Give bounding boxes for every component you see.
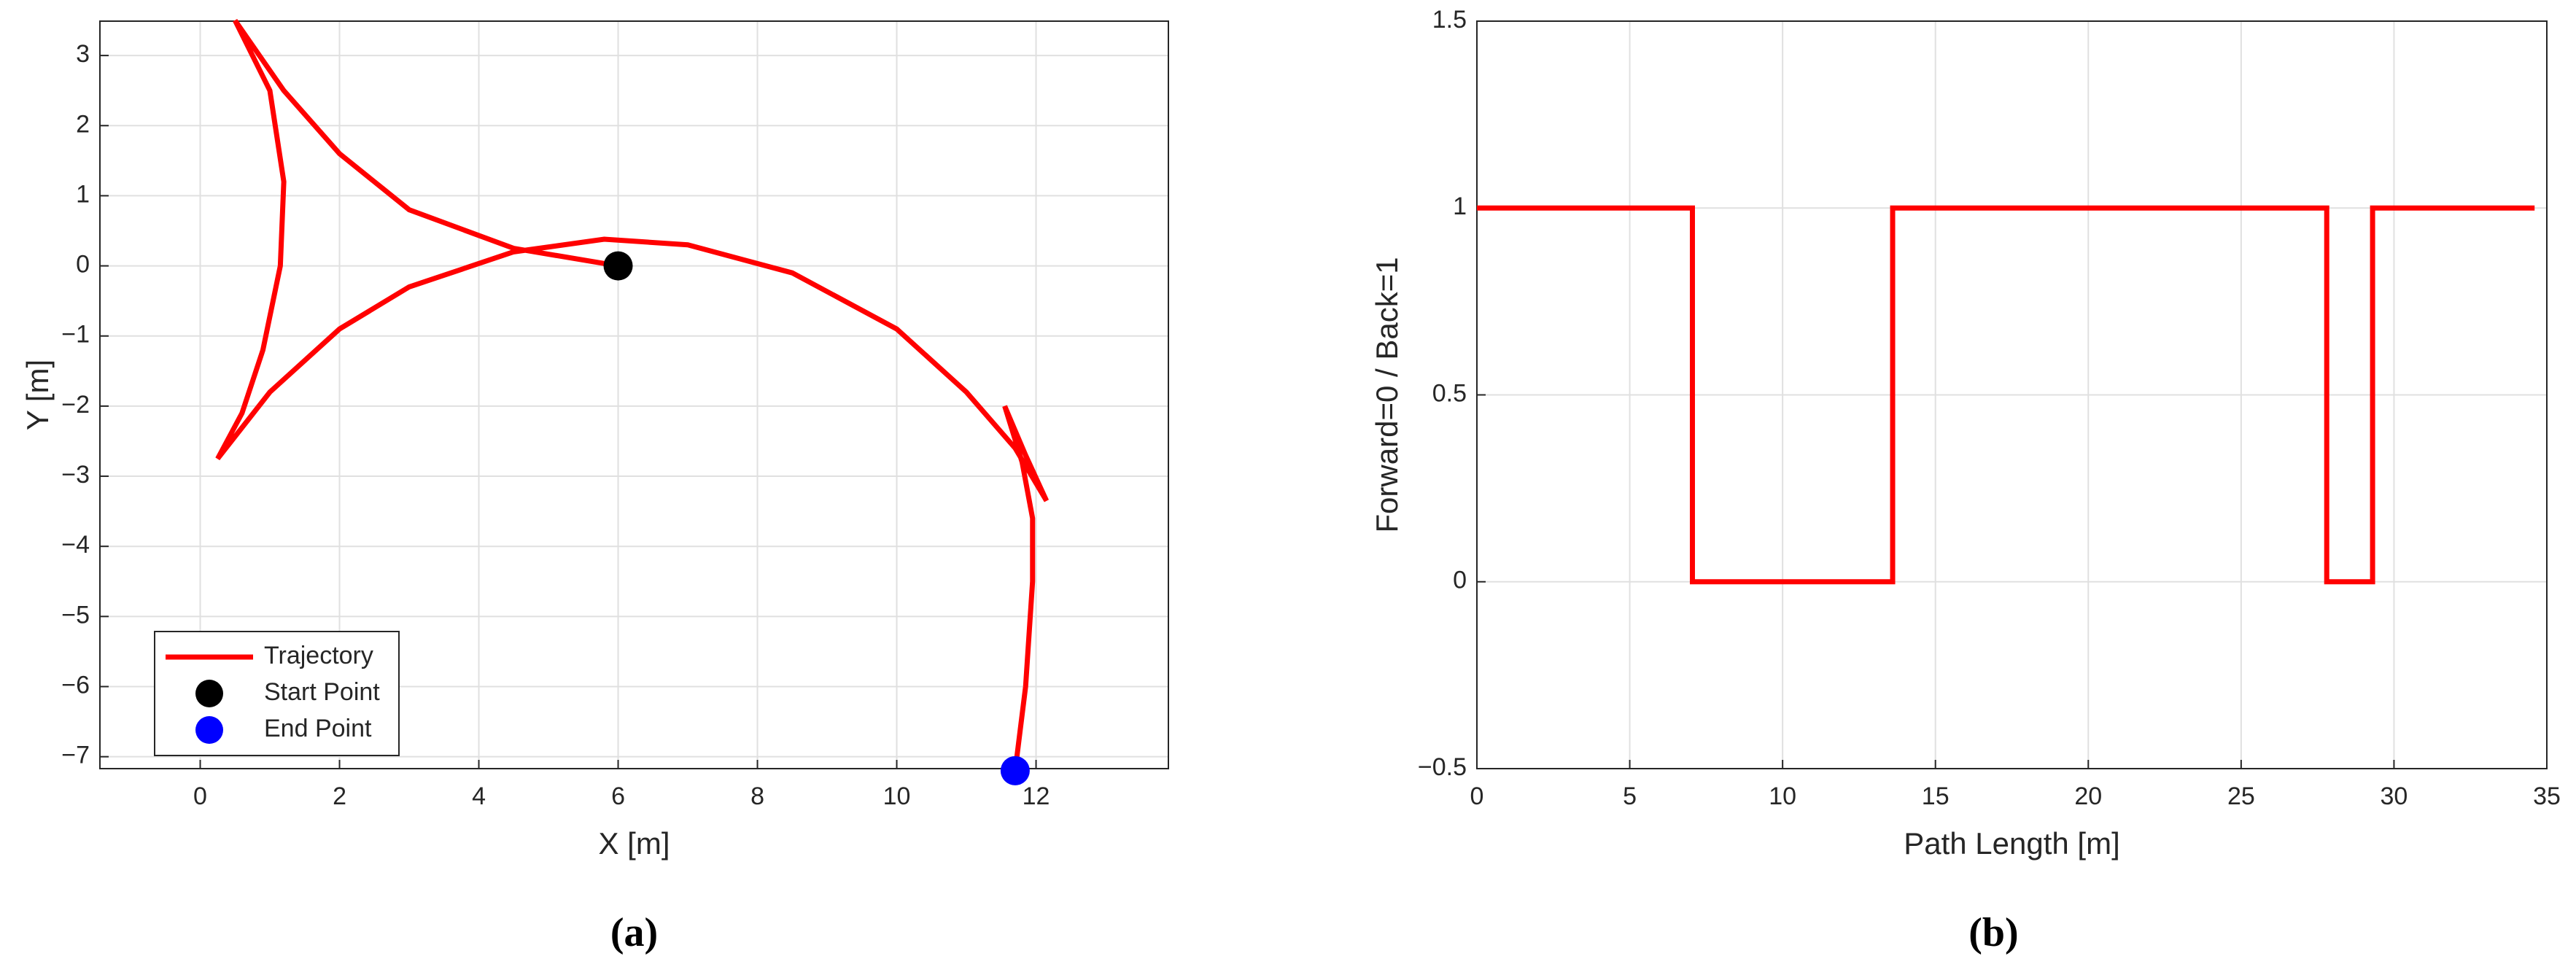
x-axis-label: Path Length [m] (1904, 826, 2120, 861)
x-tick-label: 20 (2074, 782, 2102, 810)
x-axis-label: X [m] (598, 826, 670, 861)
x-tick-label: 30 (2381, 782, 2408, 810)
caption: (b) (1968, 910, 2018, 955)
axes-box (1476, 20, 2548, 769)
x-tick-label: 6 (611, 782, 625, 810)
y-tick-label: 0 (1453, 567, 1467, 594)
x-tick-label: 0 (193, 782, 207, 810)
y-tick-label: −1 (61, 321, 90, 349)
y-tick-label: −4 (61, 531, 90, 559)
y-axis-label: Forward=0 / Back=1 (1370, 257, 1404, 532)
x-tick-label: 0 (1470, 782, 1484, 810)
x-tick-label: 35 (2533, 782, 2561, 810)
legend-label: Start Point (264, 678, 380, 706)
x-tick-label: 10 (1769, 782, 1796, 810)
legend-box (154, 631, 400, 756)
legend-swatch (195, 680, 223, 707)
y-tick-label: 2 (76, 110, 90, 138)
y-tick-label: −6 (61, 671, 90, 699)
x-tick-label: 4 (472, 782, 486, 810)
caption: (a) (610, 910, 658, 955)
legend-swatch (195, 716, 223, 744)
legend-label: End Point (264, 715, 372, 742)
y-tick-label: 0 (76, 251, 90, 279)
legend-label: Trajectory (264, 642, 373, 669)
y-tick-label: 0.5 (1432, 379, 1467, 407)
y-tick-label: −3 (61, 461, 90, 489)
y-tick-label: 1 (76, 180, 90, 208)
x-tick-label: 10 (883, 782, 911, 810)
x-tick-label: 2 (333, 782, 346, 810)
point (603, 251, 633, 281)
trajectory-line (215, 19, 1050, 772)
y-tick-label: −0.5 (1418, 753, 1467, 781)
y-tick-label: −7 (61, 742, 90, 769)
y-tick-label: 3 (76, 40, 90, 68)
x-tick-label: 12 (1023, 782, 1050, 810)
x-tick-label: 8 (750, 782, 764, 810)
x-tick-label: 25 (2227, 782, 2255, 810)
trajectory-line (1477, 205, 2535, 585)
y-tick-label: 1.5 (1432, 6, 1467, 34)
point (1000, 755, 1030, 785)
y-tick-label: 1 (1453, 193, 1467, 220)
x-tick-label: 15 (1922, 782, 1950, 810)
y-tick-label: −5 (61, 601, 90, 629)
x-tick-label: 5 (1623, 782, 1637, 810)
y-tick-label: −2 (61, 391, 90, 419)
y-axis-label: Y [m] (20, 360, 55, 430)
axes-box (99, 20, 1169, 769)
